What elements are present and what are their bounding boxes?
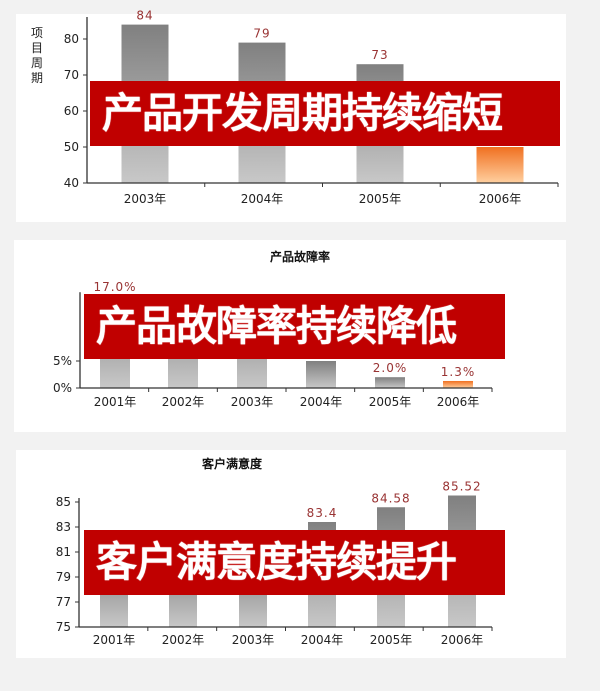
x-tick-label: 2001年 bbox=[94, 395, 137, 409]
y-tick-label: 70 bbox=[64, 68, 79, 82]
y-tick-label: 5% bbox=[53, 354, 72, 368]
x-tick-label: 2004年 bbox=[300, 395, 343, 409]
bar bbox=[443, 380, 473, 388]
banner-satisfaction: 客户满意度持续提升 bbox=[84, 530, 505, 595]
data-label: 85.52 bbox=[442, 480, 481, 494]
x-tick-label: 2004年 bbox=[241, 192, 284, 206]
data-label: 79 bbox=[253, 27, 270, 41]
x-tick-label: 2006年 bbox=[441, 633, 484, 647]
data-label: 17.0% bbox=[93, 280, 136, 294]
x-tick-label: 2003年 bbox=[232, 633, 275, 647]
bar bbox=[306, 361, 336, 388]
y-tick-label: 0% bbox=[53, 381, 72, 395]
x-tick-label: 2003年 bbox=[231, 395, 274, 409]
x-tick-label: 2002年 bbox=[162, 395, 205, 409]
y-axis-label: 项目周期 bbox=[30, 26, 43, 85]
chart-title: 客户满意度 bbox=[201, 457, 263, 471]
y-tick-label: 50 bbox=[64, 140, 79, 154]
bar bbox=[375, 377, 405, 388]
y-tick-label: 79 bbox=[56, 570, 71, 584]
bar bbox=[476, 147, 524, 183]
y-tick-label: 83 bbox=[56, 520, 71, 534]
x-tick-label: 2006年 bbox=[437, 395, 480, 409]
data-label: 84.58 bbox=[371, 491, 410, 505]
x-tick-label: 2001年 bbox=[93, 633, 136, 647]
x-tick-label: 2005年 bbox=[370, 633, 413, 647]
data-label: 1.3% bbox=[441, 365, 476, 379]
y-tick-label: 60 bbox=[64, 104, 79, 118]
banner-dev-cycle: 产品开发周期持续缩短 bbox=[90, 81, 560, 146]
banner-failure-rate: 产品故障率持续降低 bbox=[84, 294, 505, 359]
data-label: 84 bbox=[136, 9, 153, 23]
chart-title: 产品故障率 bbox=[269, 250, 331, 264]
x-tick-label: 2004年 bbox=[301, 633, 344, 647]
x-tick-label: 2005年 bbox=[359, 192, 402, 206]
y-tick-label: 80 bbox=[64, 32, 79, 46]
y-tick-label: 85 bbox=[56, 495, 71, 509]
y-tick-label: 77 bbox=[56, 595, 71, 609]
x-tick-label: 2005年 bbox=[369, 395, 412, 409]
x-tick-label: 2003年 bbox=[124, 192, 167, 206]
y-tick-label: 40 bbox=[64, 176, 79, 190]
y-tick-label: 75 bbox=[56, 620, 71, 634]
x-tick-label: 2006年 bbox=[479, 192, 522, 206]
data-label: 83.4 bbox=[307, 506, 338, 520]
data-label: 2.0% bbox=[373, 361, 408, 375]
y-tick-label: 81 bbox=[56, 545, 71, 559]
data-label: 73 bbox=[371, 48, 388, 62]
x-tick-label: 2002年 bbox=[162, 633, 205, 647]
